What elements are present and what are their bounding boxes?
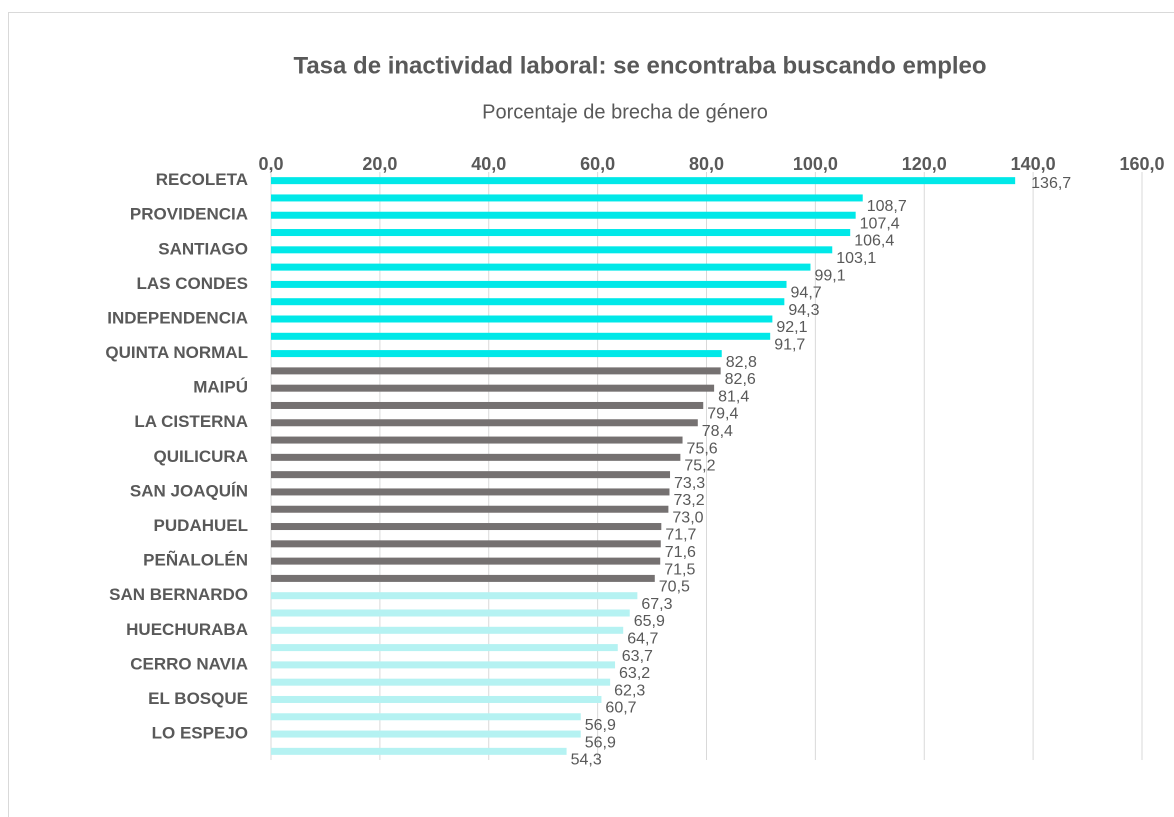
x-tick-label: 140,0 [1011,154,1056,174]
value-label: 63,7 [622,648,653,665]
value-label: 62,3 [614,682,645,699]
value-label: 82,8 [726,354,757,371]
bar [271,436,683,444]
axis-title: Porcentaje de brecha de género [482,101,768,123]
x-tick-label: 60,0 [580,154,615,174]
value-label: 103,1 [836,250,876,267]
value-label: 73,3 [674,475,705,492]
bar [271,229,851,237]
x-tick-label: 40,0 [471,154,506,174]
bar [271,540,661,548]
y-tick-label: LO ESPEJO [152,724,248,743]
bar [271,401,704,409]
chart-title: Tasa de inactividad laboral: se encontra… [293,52,986,79]
bar [271,557,661,565]
y-tick-label: HUECHURABA [126,620,248,639]
y-tick-label: EL BOSQUE [148,689,248,708]
bar [271,315,773,323]
x-tick-label: 80,0 [689,154,724,174]
bar [271,211,856,219]
bar [271,592,638,600]
x-tick-label: 100,0 [793,154,838,174]
value-label: 107,4 [860,215,900,232]
value-label: 64,7 [627,631,658,648]
value-label: 75,2 [684,458,715,475]
value-label: 54,3 [571,752,602,769]
y-tick-label: LA CISTERNA [134,412,248,431]
value-label: 75,6 [687,440,718,457]
bar [271,678,611,686]
y-tick-label: LAS CONDES [137,274,248,293]
value-label: 67,3 [641,596,672,613]
bar [271,626,624,634]
value-label: 71,6 [665,544,696,561]
bar [271,246,833,254]
value-label: 71,7 [665,527,696,544]
value-label: 92,1 [776,319,807,336]
value-label: 91,7 [774,337,805,354]
y-tick-label: PUDAHUEL [154,516,248,535]
bar [271,263,811,271]
y-tick-label: RECOLETA [156,170,248,189]
value-label: 56,9 [585,734,616,751]
bar [271,367,721,375]
y-tick-label: PROVIDENCIA [130,205,248,224]
value-label: 63,2 [619,665,650,682]
bar [271,523,662,531]
bar [271,298,785,306]
bar [271,419,698,427]
bar [271,177,1016,185]
x-tick-label: 0,0 [258,154,283,174]
bar [271,280,787,288]
value-label: 70,5 [659,579,690,596]
value-label: 56,9 [585,717,616,734]
y-tick-label: QUILICURA [154,447,248,466]
x-tick-label: 160,0 [1119,154,1164,174]
y-tick-label: PEÑALOLÉN [143,550,248,570]
bar [271,332,771,340]
y-tick-label: SANTIAGO [158,239,248,258]
chart-frame [8,12,1174,817]
value-label: 73,2 [673,492,704,509]
y-tick-label: CERRO NAVIA [130,654,248,673]
value-label: 106,4 [854,233,894,250]
bar [271,505,669,513]
value-label: 82,6 [725,371,756,388]
y-tick-label: INDEPENDENCIA [107,308,248,327]
y-tick-label: SAN JOAQUÍN [130,481,248,500]
y-tick-label: MAIPÚ [193,378,248,397]
bar [271,609,630,617]
x-tick-label: 20,0 [362,154,397,174]
bar [271,350,722,358]
value-label: 79,4 [707,406,738,423]
value-label: 73,0 [672,509,703,526]
value-label: 99,1 [814,267,845,284]
bar [271,644,618,652]
value-label: 94,7 [791,285,822,302]
bar [271,194,863,202]
bar [271,730,581,738]
value-label: 108,7 [867,198,907,215]
bar [271,747,567,755]
value-label: 71,5 [664,561,695,578]
value-label: 94,3 [788,302,819,319]
value-label: 81,4 [718,388,749,405]
bar [271,384,715,392]
bar [271,574,655,582]
value-label: 136,7 [1031,175,1071,192]
bar [271,488,670,496]
value-label: 60,7 [605,700,636,717]
y-tick-label: QUINTA NORMAL [105,343,248,362]
y-tick-label: SAN BERNARDO [109,585,248,604]
bar [271,713,581,721]
bar [271,695,602,703]
value-label: 78,4 [702,423,733,440]
bar [271,453,681,461]
x-tick-label: 120,0 [902,154,947,174]
bar [271,661,616,669]
bar [271,471,671,479]
value-label: 65,9 [634,613,665,630]
